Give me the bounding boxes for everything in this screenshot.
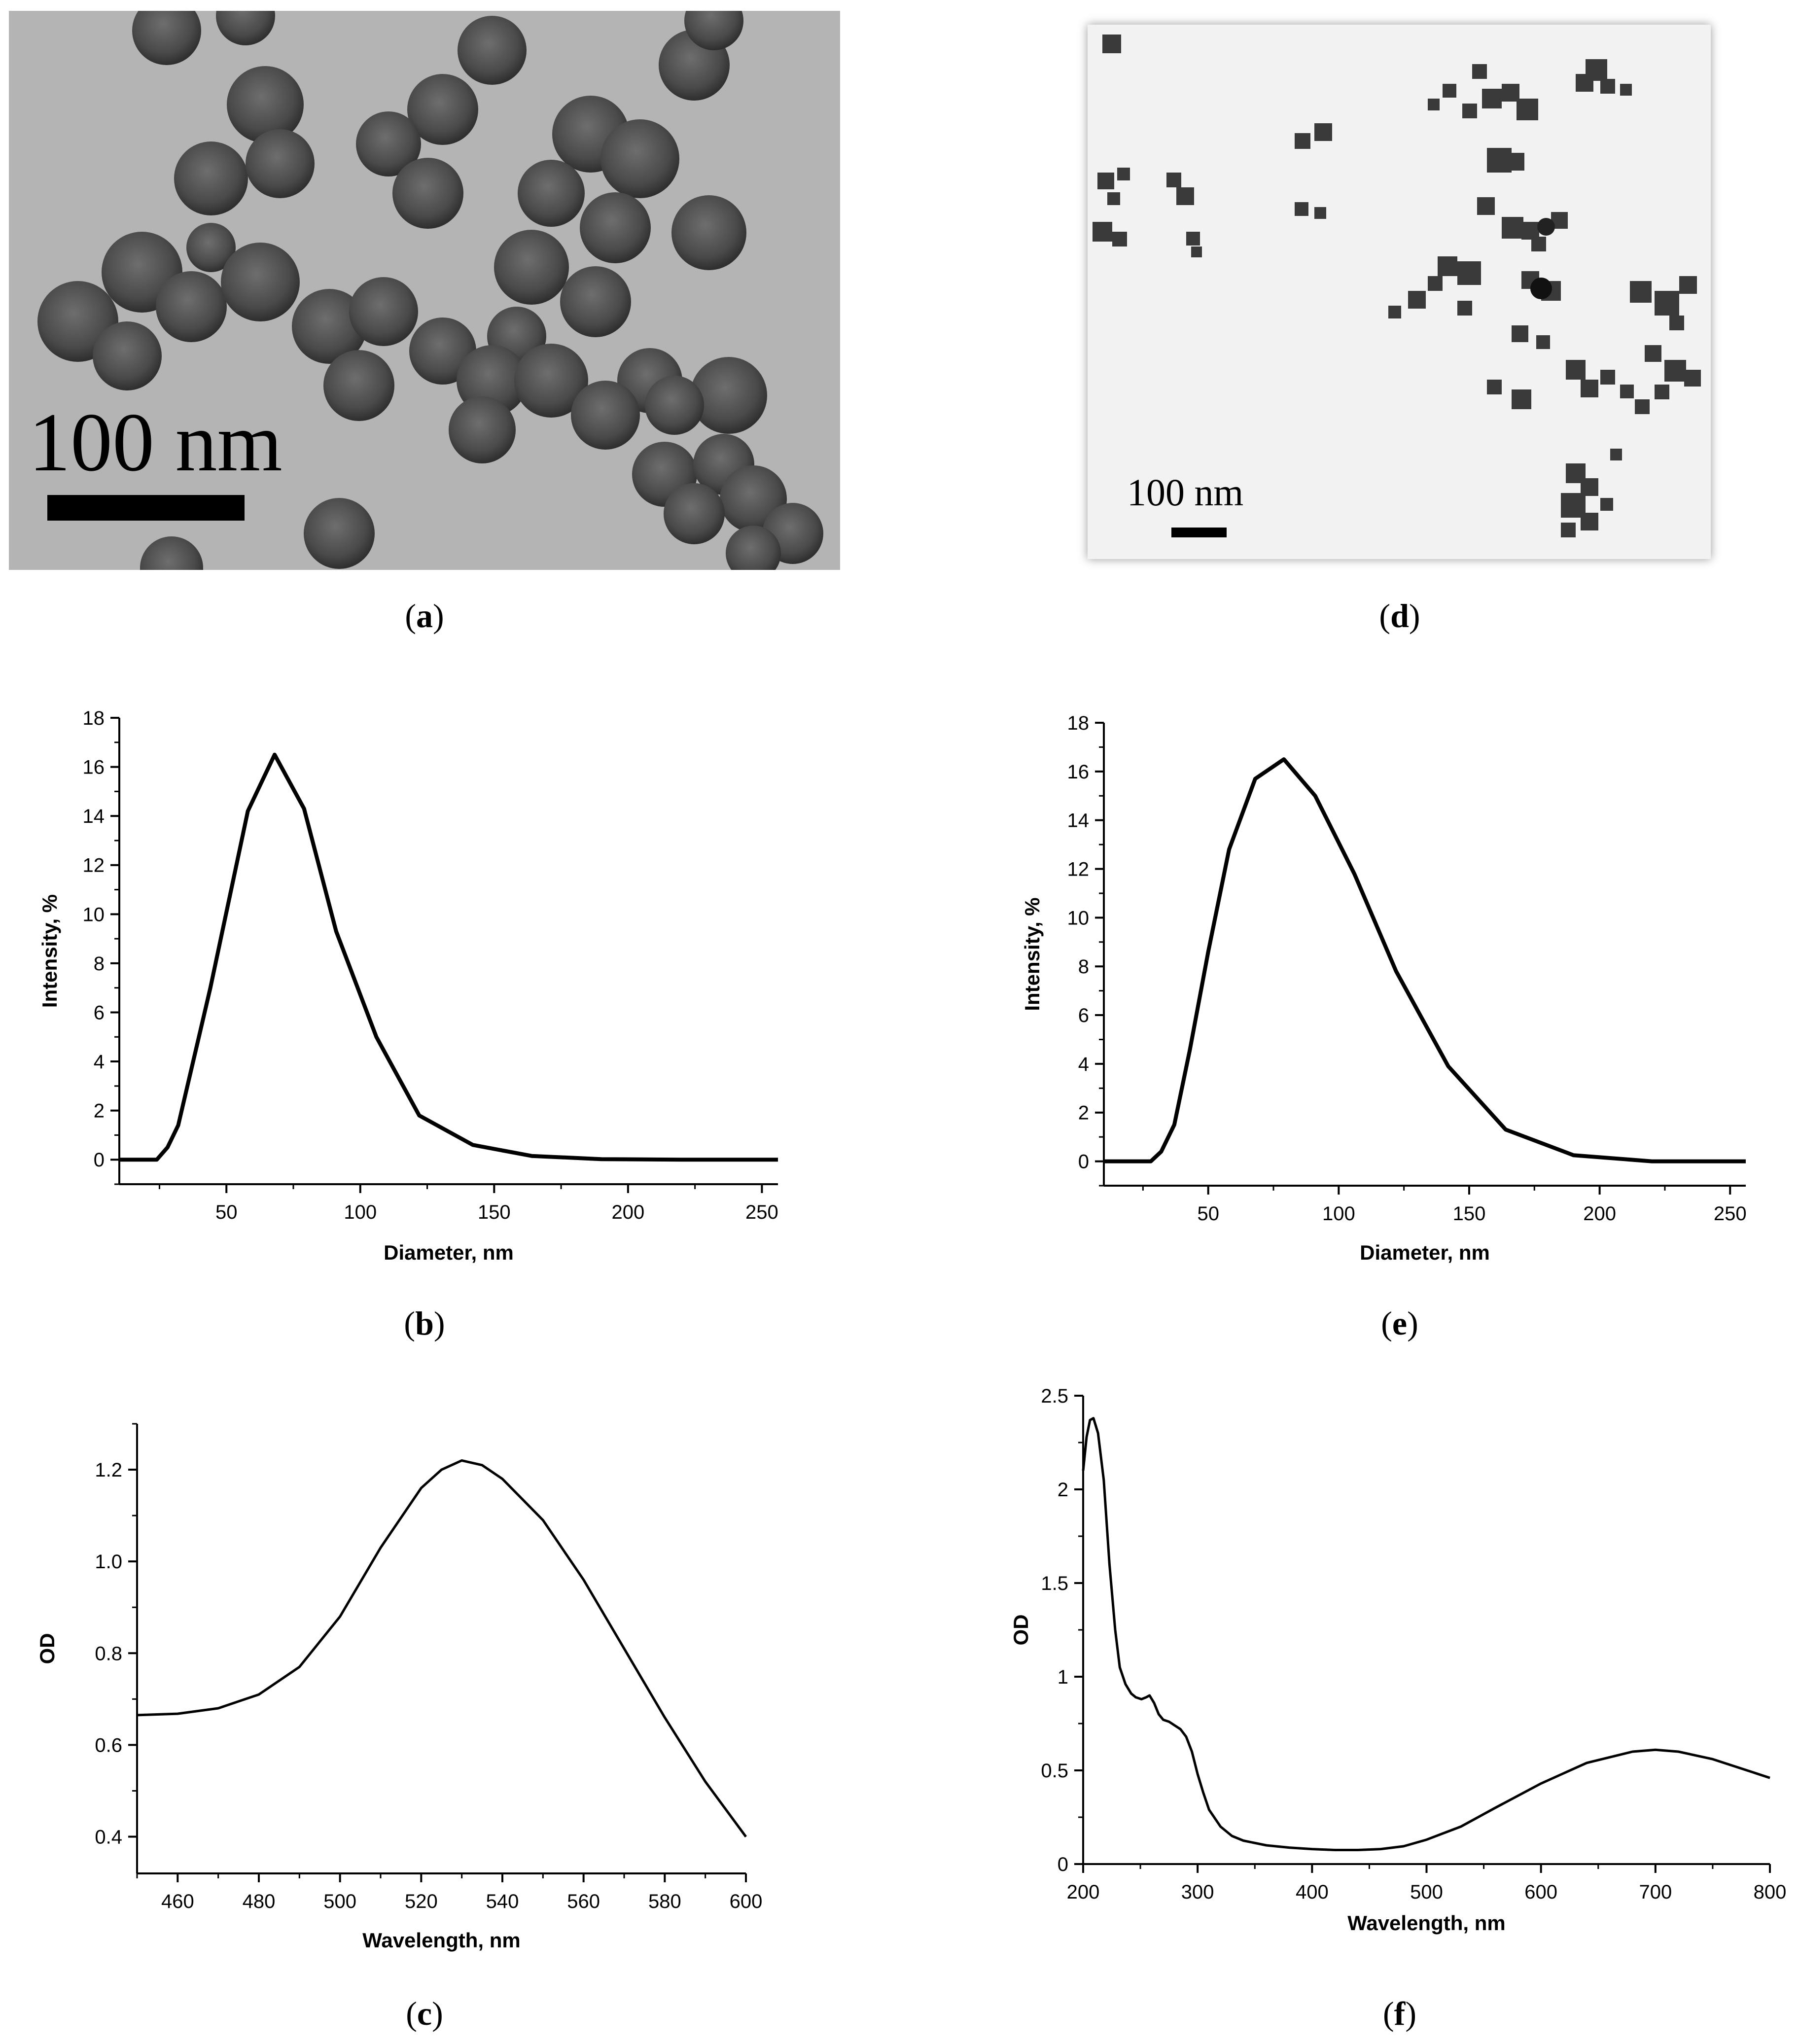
y-tick-label-e: 16 xyxy=(1067,761,1090,783)
scale-bar-d xyxy=(1171,528,1227,537)
x-tick-label-b: 250 xyxy=(745,1201,778,1223)
y-tick-label-f: 1.5 xyxy=(1041,1573,1068,1594)
x-tick-label-e: 150 xyxy=(1453,1203,1486,1225)
x-tick-label-f: 800 xyxy=(1754,1881,1787,1903)
y-tick-label-c: 0.8 xyxy=(95,1643,122,1664)
y-tick-label-b: 18 xyxy=(83,707,105,729)
x-tick-label-c: 520 xyxy=(405,1891,438,1912)
panel-label-e: (e) xyxy=(1381,1304,1418,1342)
y-tick-label-e: 4 xyxy=(1078,1054,1089,1075)
y-tick-label-e: 0 xyxy=(1078,1151,1089,1173)
y-tick-label-c: 1.2 xyxy=(95,1459,122,1481)
tem-image-a: 100 nm xyxy=(9,11,840,570)
y-tick-label-f: 0 xyxy=(1058,1854,1068,1875)
x-axis-title-f: Wavelength, nm xyxy=(1347,1911,1505,1935)
panel-label-a: (a) xyxy=(405,597,444,634)
y-tick-label-c: 0.6 xyxy=(95,1734,122,1756)
y-axis-title-f: OD xyxy=(1009,1615,1032,1646)
panel-label-b: (b) xyxy=(404,1304,445,1342)
x-tick-label-c: 540 xyxy=(486,1891,519,1912)
x-axis-title-e: Diameter, nm xyxy=(1360,1241,1490,1264)
x-axis-title-b: Diameter, nm xyxy=(384,1241,514,1264)
x-tick-label-f: 400 xyxy=(1296,1881,1329,1903)
y-tick-label-b: 12 xyxy=(83,855,105,877)
y-tick-label-b: 16 xyxy=(83,757,105,778)
nanoparticle-spheres xyxy=(37,11,823,570)
y-tick-label-b: 4 xyxy=(94,1051,105,1073)
y-tick-label-f: 2.5 xyxy=(1041,1385,1068,1407)
y-tick-label-b: 0 xyxy=(94,1149,105,1171)
x-tick-label-e: 100 xyxy=(1322,1203,1355,1225)
y-tick-label-e: 2 xyxy=(1078,1102,1089,1124)
x-tick-label-c: 480 xyxy=(243,1891,276,1912)
y-tick-label-b: 6 xyxy=(94,1002,105,1023)
y-tick-label-e: 8 xyxy=(1078,956,1089,978)
x-tick-label-b: 200 xyxy=(611,1201,644,1223)
x-tick-label-f: 500 xyxy=(1410,1881,1443,1903)
x-tick-label-f: 200 xyxy=(1067,1881,1100,1903)
panel-label-f: (f) xyxy=(1383,1995,1416,2032)
y-tick-label-e: 10 xyxy=(1067,907,1090,929)
scale-bar-label-d: 100 nm xyxy=(1127,471,1244,514)
series-line-e-0 xyxy=(1104,757,1746,1163)
y-tick-label-e: 6 xyxy=(1078,1005,1089,1026)
y-tick-label-c: 1.0 xyxy=(95,1551,122,1573)
y-tick-label-b: 14 xyxy=(83,806,105,827)
y-tick-label-e: 18 xyxy=(1067,712,1090,734)
y-tick-label-f: 1 xyxy=(1058,1666,1068,1688)
series-line-b-0 xyxy=(119,752,778,1162)
y-tick-label-b: 2 xyxy=(94,1100,105,1122)
y-tick-label-f: 2 xyxy=(1058,1479,1068,1501)
x-tick-label-c: 560 xyxy=(567,1891,600,1912)
y-axis-title-e: Intensity, % xyxy=(1021,897,1044,1011)
y-tick-label-c: 0.4 xyxy=(95,1827,122,1848)
x-tick-label-c: 600 xyxy=(730,1891,763,1912)
y-tick-label-b: 8 xyxy=(94,953,105,975)
x-tick-label-c: 500 xyxy=(323,1891,356,1912)
series-line-f-0 xyxy=(1082,1417,1770,1851)
x-tick-label-b: 150 xyxy=(478,1201,511,1223)
y-axis-title-b: Intensity, % xyxy=(38,894,61,1008)
x-tick-label-b: 100 xyxy=(344,1201,377,1223)
y-tick-label-b: 10 xyxy=(83,904,105,925)
scale-bar-label-a: 100 nm xyxy=(29,396,282,489)
x-tick-label-f: 300 xyxy=(1181,1881,1214,1903)
x-tick-label-c: 460 xyxy=(161,1891,194,1912)
x-tick-label-e: 50 xyxy=(1197,1203,1219,1225)
y-tick-label-e: 12 xyxy=(1067,859,1090,881)
y-tick-label-f: 0.5 xyxy=(1041,1760,1068,1782)
x-tick-label-f: 600 xyxy=(1524,1881,1557,1903)
x-tick-label-e: 200 xyxy=(1583,1203,1616,1225)
panel-label-d: (d) xyxy=(1379,597,1420,634)
series-line-c-0 xyxy=(137,1459,747,1838)
nanoparticle-cubes xyxy=(1093,35,1701,537)
panel-label-c: (c) xyxy=(406,1995,443,2032)
x-tick-label-b: 50 xyxy=(215,1201,238,1223)
x-axis-title-c: Wavelength, nm xyxy=(362,1929,520,1952)
y-tick-label-e: 14 xyxy=(1067,810,1090,832)
x-tick-label-f: 700 xyxy=(1639,1881,1672,1903)
y-axis-title-c: OD xyxy=(35,1633,59,1664)
tem-image-d: 100 nm xyxy=(1088,25,1711,559)
x-tick-label-c: 580 xyxy=(648,1891,681,1912)
scale-bar-a xyxy=(47,495,245,521)
x-tick-label-e: 250 xyxy=(1714,1203,1747,1225)
